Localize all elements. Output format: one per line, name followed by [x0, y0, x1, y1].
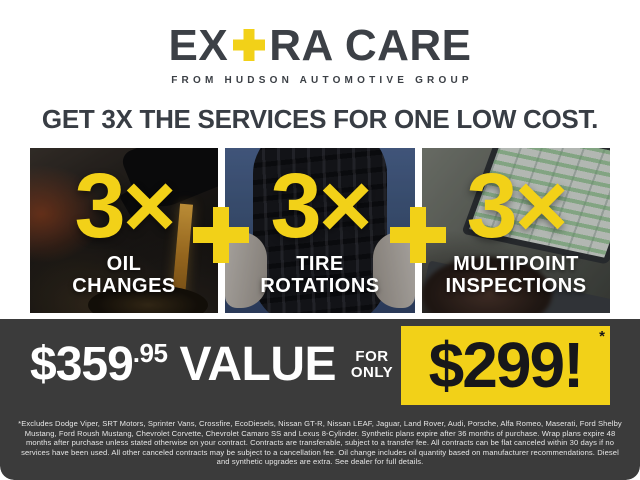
oil-multiplier: 3× — [74, 155, 177, 258]
hand-shape — [422, 257, 552, 313]
tire-label: TIRE ROTATIONS — [260, 253, 379, 298]
tire-rotations-panel: 3× TIRE ROTATIONS — [225, 148, 415, 313]
value-amount: $359 — [30, 338, 134, 391]
tire-rotations-text: 3× TIRE ROTATIONS — [225, 148, 415, 313]
headline: GET 3X THE SERVICES FOR ONE LOW COST. — [41, 104, 599, 134]
service-panels-row: 3× OIL CHANGES 3× TIRE ROTATIONS — [0, 148, 640, 313]
brand-logo: EX RA CARE FROM HUDSON AUTOMOTIVE GROUP — [0, 24, 640, 87]
oil-label: OIL CHANGES — [72, 253, 176, 298]
sale-price-box: $299! * — [401, 326, 610, 405]
sale-price: $299! — [428, 329, 585, 401]
only-label: ONLY — [350, 364, 394, 382]
oil-label-line2: CHANGES — [72, 275, 176, 298]
inspection-label-line1: MULTIPOINT — [453, 252, 579, 275]
multipoint-inspections-panel: 3× MULTIPOINT INSPECTIONS — [422, 148, 610, 313]
value-price: $359.95 VALUE — [30, 337, 337, 392]
value-word: VALUE — [179, 338, 337, 391]
photo-darken-overlay — [225, 148, 415, 313]
inspection-label: MULTIPOINT INSPECTIONS — [445, 253, 586, 298]
photo-darken-overlay — [422, 148, 610, 313]
tire-multiplier: 3× — [270, 155, 373, 258]
price-asterisk: * — [599, 328, 605, 345]
offer-band: $359.95 VALUE FOR ONLY $299! * *Excludes … — [0, 319, 640, 480]
oil-label-line1: OIL — [106, 252, 142, 275]
inspection-multiplier: 3× — [466, 155, 569, 258]
brand-logo-prefix: EX — [168, 21, 229, 70]
plus-icon — [193, 207, 249, 263]
plus-icon — [390, 207, 446, 263]
brand-logo-suffix: RA CARE — [269, 21, 472, 70]
brand-subtitle: FROM HUDSON AUTOMOTIVE GROUP — [171, 75, 473, 86]
oil-pool-shape — [88, 285, 208, 313]
value-cents: .95 — [132, 338, 168, 368]
disclaimer-text: *Excludes Dodge Viper, SRT Motors, Sprin… — [18, 419, 622, 467]
tire-shape — [253, 148, 387, 313]
oil-changes-text: 3× OIL CHANGES — [30, 148, 218, 313]
photo-darken-overlay — [30, 148, 218, 313]
tire-label-line1: TIRE — [296, 252, 344, 275]
brand-logo-text: EX RA CARE — [0, 24, 640, 68]
oil-changes-panel: 3× OIL CHANGES — [30, 148, 218, 313]
for-label: FOR — [355, 348, 389, 365]
plus-icon — [233, 29, 265, 61]
multipoint-inspections-text: 3× MULTIPOINT INSPECTIONS — [422, 148, 610, 313]
for-only-label: FOR ONLY — [348, 348, 396, 382]
tire-label-line2: ROTATIONS — [260, 275, 380, 298]
inspection-label-line2: INSPECTIONS — [445, 275, 587, 298]
